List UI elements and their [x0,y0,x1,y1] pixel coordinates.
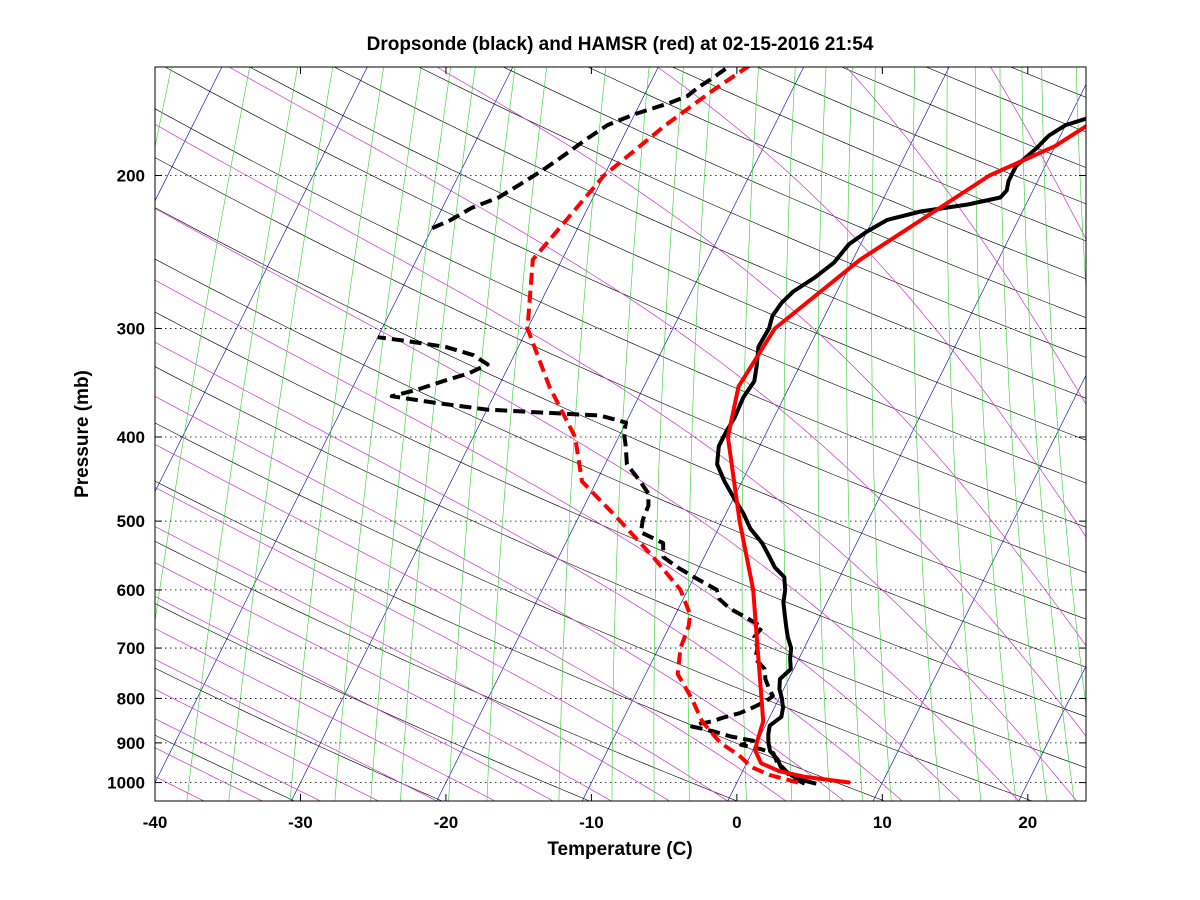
y-tick-label: 1000 [107,774,145,793]
mixing-ratio-line [846,67,863,801]
mixing-ratio-line [912,67,941,801]
moist-adiabat-line [155,628,496,801]
mixing-ratio-line [334,67,422,801]
dry-adiabat-line [155,667,443,801]
mixing-ratio-line [289,67,385,801]
x-tick-label: -30 [288,813,313,832]
dry-adiabat-line [249,67,1086,441]
dropsonde-temperature-line [715,116,1086,786]
x-axis-label: Temperature (C) [547,839,692,860]
moist-adiabat-line [155,658,437,801]
profile-series [377,67,1086,786]
isotherm-line [155,67,514,784]
moist-adiabat-line [155,486,728,801]
mixing-ratio-line [370,67,452,801]
dropsonde-dewpoint-line [377,335,806,786]
dry-adiabat-line [155,207,1086,620]
isotherm-line [155,67,368,493]
mixing-ratio-line [400,67,476,801]
dry-adiabat-line [155,157,1086,573]
y-tick-label: 500 [117,512,145,531]
dry-adiabat-line [155,108,1086,528]
dry-adiabat-line [333,67,1086,399]
hamsr-temperature-line [725,123,1086,785]
mixing-ratio-line [974,67,1017,801]
mixing-ratio-line [155,67,251,624]
isotherm-line [290,67,659,801]
mixing-ratio-line [1041,67,1086,708]
moist-adiabat-line [155,279,961,801]
moist-adiabat-line [436,67,1086,647]
mixing-ratio-line [448,67,516,801]
plot-frame [154,66,1087,802]
mixing-ratio-line [817,67,831,801]
mixing-ratio-line [999,67,1048,801]
y-axis-label: Pressure (mb) [72,370,93,498]
moist-adiabat-line [155,443,787,801]
dry-adiabat-line [418,67,1086,358]
dry-adiabat-line [155,480,885,801]
y-tick-label: 200 [117,167,145,186]
x-tick-label: -10 [579,813,604,832]
moist-adiabat-line [155,526,670,801]
pressure-gridlines [155,175,1086,783]
isotherm-line [872,374,1086,801]
x-tick-label: 20 [1018,813,1037,832]
moist-adiabat-line [155,718,321,801]
moist-adiabat-line [155,341,903,801]
moist-adiabat-line [845,67,1086,405]
dropsonde-dewpoint-upper-line [431,67,732,231]
moist-adiabat-line [228,67,1086,737]
y-tick-label: 400 [117,428,145,447]
x-tick-label: 10 [873,813,892,832]
moist-adiabat-line [155,595,554,801]
y-tick-label: 700 [117,639,145,658]
dry-adiabat-line [155,540,738,801]
chart-title: Dropsonde (black) and HAMSR (red) at 02-… [367,34,874,55]
mixing-ratio-line [1021,67,1075,801]
mixing-ratio-line [871,67,892,801]
mixing-ratio-line [611,67,650,801]
dry-adiabat-line [155,366,1086,769]
dry-adiabat-line [164,67,1086,484]
isotherm-line [581,67,950,801]
moist-adiabat-line [656,67,1086,538]
isotherm-line [155,67,223,202]
y-tick-label: 800 [117,689,145,708]
x-tick-label: 0 [732,813,741,832]
mixing-ratio-line [186,67,299,801]
thermodynamic-background-lines [155,67,1086,801]
moist-adiabat-line [155,688,379,801]
dry-adiabat-line [155,422,1033,801]
moist-adiabat-line [155,562,612,801]
dry-adiabat-line [155,258,1086,668]
hamsr-dewpoint-line [525,67,799,785]
x-tick-label: -20 [434,813,459,832]
dry-adiabat-line [155,734,295,801]
dry-adiabat-line [155,311,1086,717]
mixing-ratio-line [558,67,607,801]
moist-adiabat-line [155,395,845,801]
y-tick-label: 300 [117,319,145,338]
mixing-ratio-line [946,67,982,801]
mixing-ratio-line [687,67,713,801]
mixing-ratio-line [486,67,548,801]
y-tick-label: 600 [117,581,145,600]
y-tick-label: 900 [117,734,145,753]
mixing-ratio-line [653,67,684,801]
isotherm-line [727,83,1086,801]
moist-adiabat-line [155,123,1078,801]
moist-adiabat-line [155,208,1019,801]
x-tick-label: -40 [143,813,168,832]
mixing-ratio-line [228,67,334,801]
